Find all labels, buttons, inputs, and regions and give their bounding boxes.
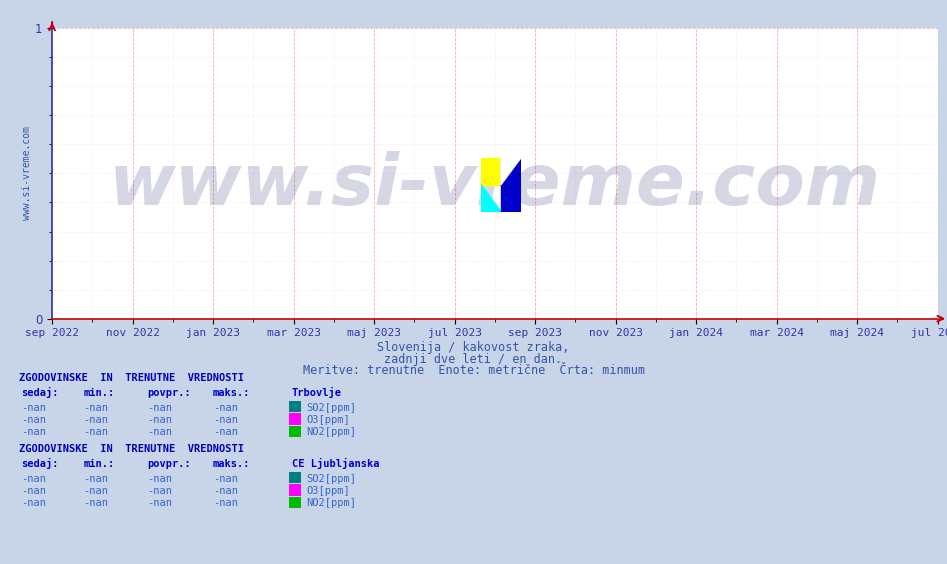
Text: ZGODOVINSKE  IN  TRENUTNE  VREDNOSTI: ZGODOVINSKE IN TRENUTNE VREDNOSTI xyxy=(19,444,244,455)
Text: -nan: -nan xyxy=(83,415,108,425)
Text: -nan: -nan xyxy=(83,403,108,413)
Text: maks.:: maks.: xyxy=(213,388,251,398)
Text: -nan: -nan xyxy=(147,403,171,413)
Text: min.:: min.: xyxy=(83,388,115,398)
Text: -nan: -nan xyxy=(83,486,108,496)
Text: -nan: -nan xyxy=(213,415,238,425)
Text: -nan: -nan xyxy=(213,428,238,438)
Text: sedaj:: sedaj: xyxy=(21,458,59,469)
Polygon shape xyxy=(501,158,521,185)
Text: SO2[ppm]: SO2[ppm] xyxy=(306,403,356,413)
Text: -nan: -nan xyxy=(83,499,108,509)
Text: -nan: -nan xyxy=(147,474,171,484)
Text: SO2[ppm]: SO2[ppm] xyxy=(306,474,356,484)
Text: sedaj:: sedaj: xyxy=(21,387,59,398)
Text: -nan: -nan xyxy=(83,428,108,438)
Text: -nan: -nan xyxy=(21,486,45,496)
Text: -nan: -nan xyxy=(213,474,238,484)
Text: -nan: -nan xyxy=(21,415,45,425)
Text: -nan: -nan xyxy=(21,499,45,509)
Text: O3[ppm]: O3[ppm] xyxy=(306,486,349,496)
Bar xyxy=(481,158,501,185)
Polygon shape xyxy=(501,158,521,212)
Text: -nan: -nan xyxy=(147,486,171,496)
Text: Meritve: trenutne  Enote: metrične  Črta: minmum: Meritve: trenutne Enote: metrične Črta: … xyxy=(302,364,645,377)
Text: -nan: -nan xyxy=(83,474,108,484)
Text: zadnji dve leti / en dan.: zadnji dve leti / en dan. xyxy=(384,352,563,365)
Text: www.si-vreme.com: www.si-vreme.com xyxy=(109,151,881,219)
Text: -nan: -nan xyxy=(213,403,238,413)
Text: -nan: -nan xyxy=(147,415,171,425)
Text: ZGODOVINSKE  IN  TRENUTNE  VREDNOSTI: ZGODOVINSKE IN TRENUTNE VREDNOSTI xyxy=(19,373,244,383)
Text: Slovenija / kakovost zraka,: Slovenija / kakovost zraka, xyxy=(377,341,570,354)
Text: CE Ljubljanska: CE Ljubljanska xyxy=(292,458,379,469)
Text: -nan: -nan xyxy=(213,486,238,496)
Text: -nan: -nan xyxy=(147,428,171,438)
Text: -nan: -nan xyxy=(21,474,45,484)
Polygon shape xyxy=(481,185,501,212)
Y-axis label: www.si-vreme.com: www.si-vreme.com xyxy=(22,126,32,221)
Text: povpr.:: povpr.: xyxy=(147,388,190,398)
Text: NO2[ppm]: NO2[ppm] xyxy=(306,428,356,438)
Text: povpr.:: povpr.: xyxy=(147,459,190,469)
Text: maks.:: maks.: xyxy=(213,459,251,469)
Text: O3[ppm]: O3[ppm] xyxy=(306,415,349,425)
Text: -nan: -nan xyxy=(147,499,171,509)
Text: -nan: -nan xyxy=(21,428,45,438)
Text: NO2[ppm]: NO2[ppm] xyxy=(306,499,356,509)
Text: min.:: min.: xyxy=(83,459,115,469)
Text: -nan: -nan xyxy=(21,403,45,413)
Text: -nan: -nan xyxy=(213,499,238,509)
Text: Trbovlje: Trbovlje xyxy=(292,387,342,398)
